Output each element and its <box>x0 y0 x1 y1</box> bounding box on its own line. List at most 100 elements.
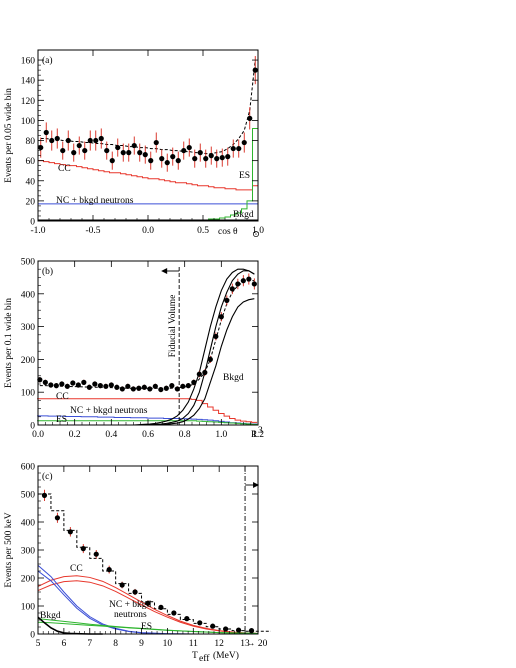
data-point <box>103 383 109 389</box>
data-point <box>210 623 216 629</box>
es-label: ES <box>141 622 152 632</box>
data-point <box>207 356 213 362</box>
y-tick-label: 300 <box>21 547 36 557</box>
y-tick-label: 0 <box>30 422 35 432</box>
data-point <box>119 386 125 392</box>
fiducial-volume-label: Fiducial Volume <box>168 295 178 358</box>
data-point <box>251 281 257 287</box>
bkgd-label: Bkgd <box>40 611 61 621</box>
nc-label-line2: neutrons <box>114 610 147 620</box>
bkgd-label: Bkgd <box>223 373 244 383</box>
data-point <box>225 154 231 160</box>
data-point <box>115 144 121 151</box>
cc-label: CC <box>58 164 71 174</box>
data-point <box>126 150 132 156</box>
data-point <box>82 147 88 154</box>
data-point <box>159 156 165 162</box>
data-point <box>235 627 242 633</box>
data-point <box>241 139 247 146</box>
data-point <box>229 286 235 292</box>
data-point <box>170 154 176 160</box>
x-axis-label: cos θ <box>218 227 238 237</box>
data-point <box>213 333 219 340</box>
y-tick-label: 100 <box>21 117 36 127</box>
x-tick-label: -0.5 <box>85 226 100 236</box>
data-point <box>130 386 136 392</box>
nc-label-line1: NC + bkgd <box>109 600 152 610</box>
y-tick-label: 400 <box>21 290 36 300</box>
plot-frame-1 <box>37 260 259 426</box>
series-total <box>40 60 256 155</box>
data-point <box>136 385 142 391</box>
data-point <box>106 567 112 573</box>
data-point <box>191 379 197 385</box>
data-point <box>49 137 55 144</box>
x-tick-label: 8 <box>113 639 118 649</box>
x-tick-label: 0.2 <box>69 430 81 440</box>
data-point <box>37 377 43 383</box>
data-point <box>174 386 180 392</box>
y-tick-label: 0 <box>30 631 35 641</box>
series-es-upper <box>37 618 259 634</box>
x-axis-label-unit: (MeV) <box>213 650 239 661</box>
data-point <box>41 492 48 498</box>
series-bkgd <box>39 270 255 426</box>
x-tick-label: 1.2 <box>252 430 264 440</box>
data-point <box>218 314 224 320</box>
data-point <box>54 515 61 521</box>
data-point <box>197 150 203 156</box>
data-point <box>98 135 104 142</box>
data-point <box>230 145 236 152</box>
data-point <box>142 152 148 158</box>
x-tick-label: 0.8 <box>179 430 191 440</box>
data-point <box>158 386 164 393</box>
x-tick-label: 0.0 <box>142 226 154 236</box>
y-tick-label: 80 <box>26 137 36 147</box>
data-point <box>235 281 241 287</box>
data-point <box>223 626 229 632</box>
data-point <box>184 616 190 622</box>
x-tick-label: 0.5 <box>197 226 209 236</box>
overflow-arrow-head <box>253 482 260 488</box>
data-point <box>81 379 87 385</box>
data-point <box>86 384 92 390</box>
series-bkgd-upper <box>39 268 255 426</box>
x-tick-label: 1.0 <box>252 226 264 236</box>
x-tick-label: 0.4 <box>105 430 117 440</box>
data-point <box>164 160 170 166</box>
es-label: ES <box>239 171 250 181</box>
y-tick-label: 200 <box>21 356 36 366</box>
x-axis-label-sub: ⊙ <box>252 230 260 240</box>
x-overflow-label: → 20 <box>246 639 268 649</box>
y-tick-label: 200 <box>21 575 36 585</box>
data-point <box>148 158 154 164</box>
fiducial-arrow-head <box>161 268 168 274</box>
bkgd-label: Bkgd <box>233 210 254 220</box>
y-tick-label: 140 <box>21 77 36 87</box>
data-point <box>137 150 143 156</box>
x-tick-label: 13 <box>240 639 250 649</box>
data-point <box>53 383 59 389</box>
data-point <box>145 600 151 606</box>
cc-label: CC <box>56 392 69 402</box>
x-axis-label-sub: eff <box>199 653 210 664</box>
data-point <box>59 381 65 387</box>
y-axis-label: Events per 0.1 wide bin <box>4 298 14 388</box>
data-point <box>163 385 169 391</box>
data-point <box>246 276 252 282</box>
data-point <box>109 158 115 164</box>
y-tick-label: 0 <box>30 218 35 228</box>
es-label: ES <box>56 415 67 425</box>
data-point <box>64 383 70 389</box>
data-point <box>80 546 86 552</box>
data-point <box>236 145 242 152</box>
data-point <box>247 115 253 121</box>
data-point <box>252 67 258 73</box>
data-point <box>147 386 153 392</box>
x-tick-label: 10 <box>163 639 173 649</box>
y-tick-label: 100 <box>21 389 36 399</box>
y-tick-label: 40 <box>26 177 36 187</box>
y-tick-label: 500 <box>21 491 36 501</box>
data-point <box>248 628 255 634</box>
y-tick-label: 120 <box>21 97 36 107</box>
